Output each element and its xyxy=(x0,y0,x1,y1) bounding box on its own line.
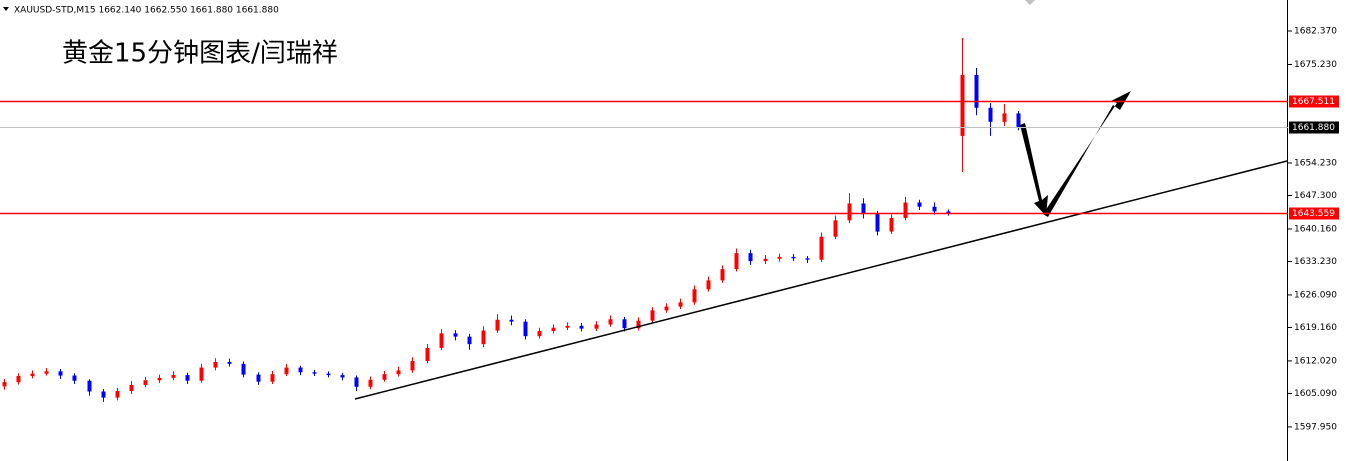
candle-body xyxy=(72,375,77,381)
candle-body xyxy=(777,256,782,259)
shift-marker xyxy=(1025,0,1035,5)
candle-body xyxy=(791,256,796,259)
price-label: 1667.511 xyxy=(1292,97,1335,107)
candle-body xyxy=(256,374,261,382)
candle-body xyxy=(537,331,542,337)
candle-body xyxy=(129,384,134,392)
price-label: 1661.880 xyxy=(1292,123,1335,133)
y-tick-label: 1597.950 xyxy=(1294,422,1337,432)
candle-body xyxy=(171,375,176,378)
candle-body xyxy=(608,319,613,325)
y-tick-label: 1612.020 xyxy=(1294,356,1337,366)
candle-body xyxy=(734,253,739,270)
y-tick-label: 1605.090 xyxy=(1294,389,1337,399)
candle-body xyxy=(439,333,444,348)
candle-body xyxy=(467,336,472,345)
y-tick-label: 1682.370 xyxy=(1294,26,1337,36)
candle-body xyxy=(2,382,7,387)
candle-body xyxy=(495,319,500,331)
candle-body xyxy=(340,375,345,378)
candle-body xyxy=(932,206,937,212)
candle-body xyxy=(368,379,373,387)
y-tick-label: 1654.230 xyxy=(1294,158,1337,168)
candle-body xyxy=(382,374,387,380)
candle-body xyxy=(1002,113,1007,122)
candle-body xyxy=(241,363,246,375)
candle-body xyxy=(889,217,894,232)
candle-body xyxy=(523,321,528,337)
arrow-up xyxy=(1043,91,1131,217)
price-label-box xyxy=(1289,207,1339,220)
candle-body xyxy=(692,289,697,303)
candle-body xyxy=(396,370,401,375)
candle-body xyxy=(861,203,866,214)
candle-body xyxy=(875,213,880,232)
candle-body xyxy=(594,324,599,329)
candle-body xyxy=(579,325,584,329)
y-tick-label: 1626.090 xyxy=(1294,290,1337,300)
y-tick-label: 1675.230 xyxy=(1294,60,1337,70)
candle-body xyxy=(199,367,204,381)
candle-body xyxy=(227,361,232,364)
candle-body xyxy=(16,376,21,383)
candle-body xyxy=(917,202,922,207)
candle-body xyxy=(946,211,951,214)
candle-body xyxy=(551,327,556,332)
candle-body xyxy=(720,269,725,281)
menu-triangle xyxy=(3,7,9,11)
candle-body xyxy=(988,107,993,122)
candle-body xyxy=(213,361,218,368)
candle-body xyxy=(270,374,275,382)
candle-body xyxy=(453,333,458,337)
candle-body xyxy=(30,373,35,377)
candle-body xyxy=(44,371,49,374)
candle-body xyxy=(143,380,148,385)
price-label: 1643.559 xyxy=(1292,209,1335,219)
candle-body xyxy=(101,391,106,398)
candle-body xyxy=(748,253,753,262)
candle-body xyxy=(326,373,331,376)
candle-body xyxy=(650,310,655,321)
candle-body xyxy=(805,258,810,260)
price-label-box xyxy=(1289,121,1339,134)
candle-body xyxy=(706,280,711,290)
chart-title: 黄金15分钟图表/闫瑞祥 xyxy=(62,39,338,69)
candle-body xyxy=(819,236,824,260)
candle-body xyxy=(354,377,359,387)
candle-body xyxy=(763,258,768,262)
candle-body xyxy=(960,74,965,136)
candle-body xyxy=(678,302,683,307)
candle-body xyxy=(481,330,486,345)
candle-body xyxy=(87,380,92,392)
candle-body xyxy=(157,377,162,381)
trend-line xyxy=(354,160,1288,400)
y-tick-label: 1619.160 xyxy=(1294,323,1337,333)
price-label-box xyxy=(1289,95,1339,108)
candle-body xyxy=(185,375,190,381)
candle-body xyxy=(509,319,514,322)
candle-body xyxy=(622,319,627,329)
candle-body xyxy=(58,371,63,376)
candle-body xyxy=(903,202,908,218)
candle-body xyxy=(847,203,852,221)
candle-body xyxy=(565,325,570,328)
y-tick-label: 1640.160 xyxy=(1294,224,1337,234)
candle-body xyxy=(312,372,317,374)
arrow-down xyxy=(1020,123,1048,216)
candle-body xyxy=(833,220,838,237)
candle-body xyxy=(284,367,289,375)
candle-body xyxy=(664,306,669,311)
candle-body xyxy=(410,361,415,371)
candle-body xyxy=(974,74,979,108)
candle-body xyxy=(425,347,430,362)
candle-body xyxy=(1016,113,1021,127)
candle-body xyxy=(115,391,120,398)
y-tick-label: 1647.300 xyxy=(1294,191,1337,201)
candle-body xyxy=(636,320,641,329)
candle-body xyxy=(298,367,303,373)
y-tick-label: 1633.230 xyxy=(1294,257,1337,267)
symbol-info: XAUUSD-STD,M15 1662.140 1662.550 1661.88… xyxy=(14,6,279,16)
